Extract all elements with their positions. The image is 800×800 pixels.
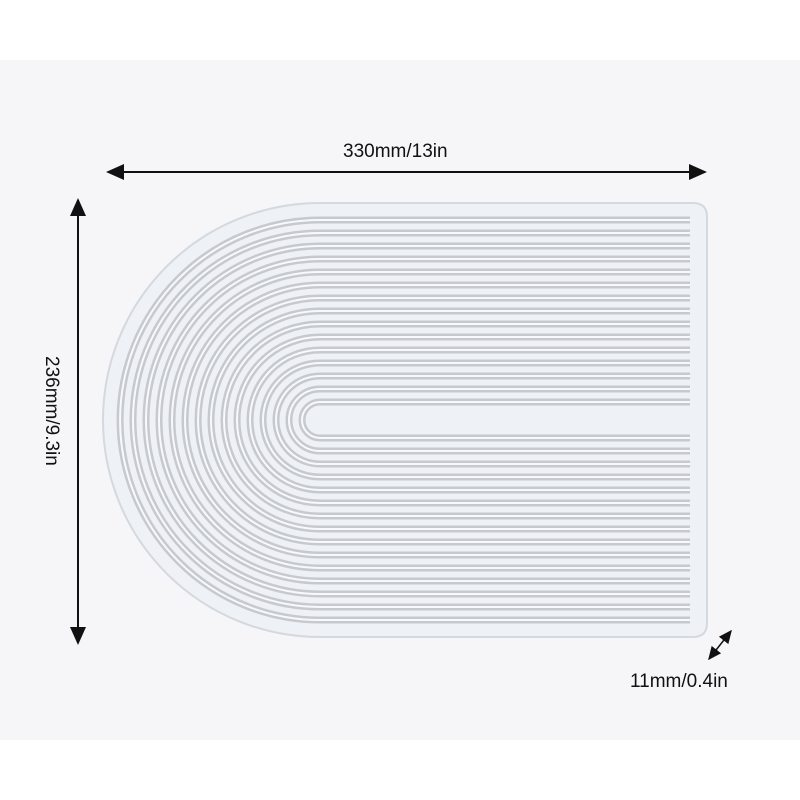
groove-ridge xyxy=(158,258,690,582)
groove-ridge xyxy=(249,349,690,491)
groove-ridge xyxy=(262,362,690,478)
height-label: 236mm/9.3in xyxy=(41,356,62,466)
groove-ridge xyxy=(236,336,690,504)
groove-ridge xyxy=(288,388,690,452)
groove-ridge xyxy=(132,232,690,608)
groove-ridge xyxy=(119,219,690,621)
groove-ridge xyxy=(145,245,690,595)
groove-ridge xyxy=(275,375,690,465)
tray-mold xyxy=(102,202,708,638)
groove-ridge xyxy=(197,297,690,543)
thickness-label: 11mm/0.4in xyxy=(630,671,728,692)
groove-ridge xyxy=(223,323,690,517)
groove-ridge xyxy=(301,401,690,439)
groove-ridge xyxy=(210,310,690,530)
width-label: 330mm/13in xyxy=(343,141,448,162)
groove-ridge xyxy=(171,271,690,569)
thickness-arrow xyxy=(708,629,732,661)
groove-ridge xyxy=(184,284,690,556)
